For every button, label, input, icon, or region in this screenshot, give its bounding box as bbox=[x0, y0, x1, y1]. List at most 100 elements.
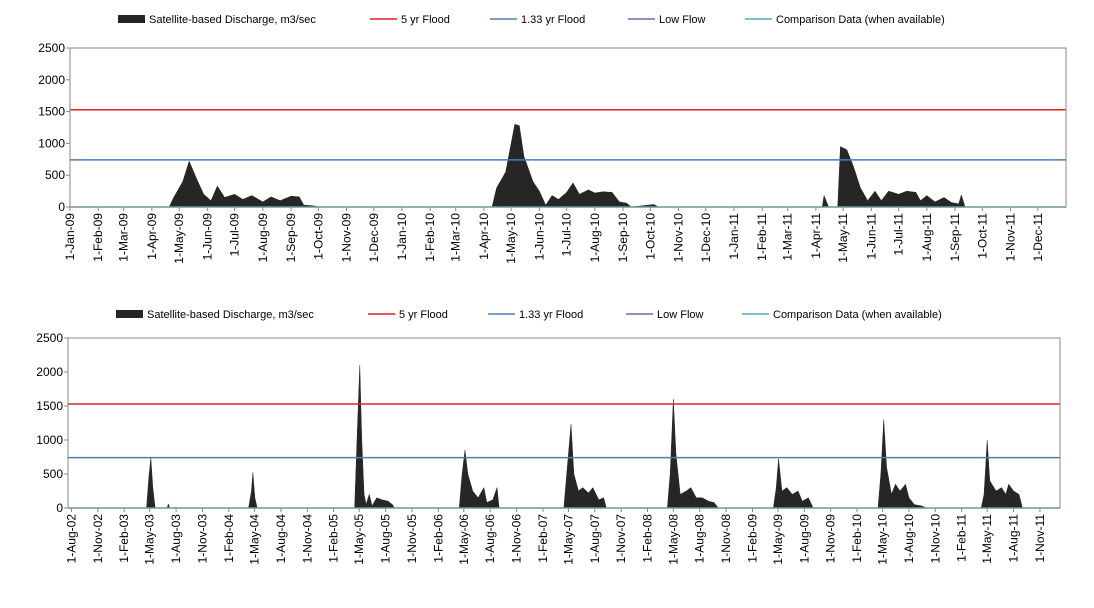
x-tick-label: 1-Aug-10 bbox=[588, 213, 602, 263]
x-tick-label: 1-Apr-10 bbox=[477, 213, 491, 260]
legend: Satellite-based Discharge, m3/sec 5 yr Fl… bbox=[118, 14, 945, 26]
x-tick-label: 1-Aug-06 bbox=[483, 514, 497, 564]
legend-label: Low Flow bbox=[657, 309, 704, 321]
x-tick-label: 1-Feb-11 bbox=[755, 213, 769, 261]
x-tick-label: 1-Feb-04 bbox=[222, 514, 236, 563]
legend-label: Comparison Data (when available) bbox=[773, 309, 942, 321]
x-tick-label: 1-Feb-06 bbox=[431, 514, 445, 563]
x-tick-label: 1-Mar-11 bbox=[781, 213, 795, 261]
x-tick-label: 1-Jan-11 bbox=[727, 213, 741, 260]
legend-label: Low Flow bbox=[659, 14, 706, 26]
y-tick-label: 1000 bbox=[36, 433, 63, 447]
x-tick-label: 1-Jan-10 bbox=[395, 213, 409, 261]
x-tick-label: 1-May-04 bbox=[248, 514, 262, 565]
x-tick-label: 1-Jun-09 bbox=[200, 213, 214, 261]
x-tick-label: 1-Sep-11 bbox=[948, 213, 962, 262]
x-tick-label: 1-Aug-03 bbox=[169, 514, 183, 564]
x-tick-label: 1-May-10 bbox=[876, 514, 890, 565]
x-tick-label: 1-Aug-05 bbox=[379, 514, 393, 564]
legend-label: 1.33 yr Flood bbox=[519, 309, 583, 321]
chart: Satellite-based Discharge, m3/sec 5 yr Fl… bbox=[38, 14, 1067, 264]
plot-frame bbox=[69, 47, 1067, 208]
y-tick-label: 2500 bbox=[38, 41, 65, 55]
x-tick-label: 1-Nov-11 bbox=[1004, 213, 1018, 262]
y-tick-label: 2000 bbox=[38, 73, 65, 87]
y-tick-label: 1500 bbox=[36, 399, 63, 413]
legend-label: 5 yr Flood bbox=[399, 309, 448, 321]
x-tick-label: 1-May-09 bbox=[172, 213, 186, 264]
x-tick-label: 1-May-06 bbox=[457, 514, 471, 565]
x-tick-label: 1-Feb-11 bbox=[955, 514, 969, 562]
x-tick-label: 1-Feb-05 bbox=[327, 514, 341, 563]
x-tick-label: 1-Nov-10 bbox=[928, 514, 942, 564]
x-tick-label: 1-Oct-10 bbox=[643, 213, 657, 260]
x-tick-label: 1-May-11 bbox=[980, 514, 994, 564]
x-tick-label: 1-Nov-11 bbox=[1033, 514, 1047, 563]
x-tick-label: 1-Nov-02 bbox=[91, 514, 105, 564]
discharge-area bbox=[71, 365, 1058, 509]
x-tick-label: 1-Aug-11 bbox=[920, 213, 934, 262]
x-tick-label: 1-Sep-10 bbox=[616, 213, 630, 263]
discharge-area bbox=[70, 124, 1066, 208]
legend-label: 1.33 yr Flood bbox=[521, 14, 585, 26]
legend-label: Satellite-based Discharge, m3/sec bbox=[147, 309, 314, 321]
x-tick-label: 1-Nov-04 bbox=[300, 514, 314, 564]
x-tick-label: 1-Nov-03 bbox=[195, 514, 209, 564]
x-tick-label: 1-Aug-09 bbox=[256, 213, 270, 263]
x-tick-label: 1-Feb-10 bbox=[850, 514, 864, 563]
x-tick-label: 1-Feb-10 bbox=[423, 213, 437, 262]
x-tick-label: 1-Apr-11 bbox=[809, 213, 823, 259]
x-tick-label: 1-Aug-08 bbox=[693, 514, 707, 564]
x-tick-label: 1-Feb-07 bbox=[536, 514, 550, 563]
x-tick-label: 1-Jun-11 bbox=[864, 213, 878, 260]
y-tick-label: 1000 bbox=[38, 136, 65, 150]
x-tick-label: 1-Aug-11 bbox=[1007, 514, 1021, 563]
x-tick-label: 1-Oct-09 bbox=[311, 213, 325, 260]
x-tick-label: 1-Dec-10 bbox=[699, 213, 713, 263]
y-tick-label: 2000 bbox=[36, 365, 63, 379]
legend-swatch bbox=[118, 15, 145, 23]
legend-label: Satellite-based Discharge, m3/sec bbox=[149, 14, 316, 26]
x-tick-label: 1-Feb-09 bbox=[745, 514, 759, 563]
x-tick-label: 1-May-03 bbox=[143, 514, 157, 565]
x-tick-label: 1-Oct-11 bbox=[975, 213, 989, 259]
x-tick-label: 1-May-05 bbox=[352, 514, 366, 565]
x-tick-label: 1-Jun-10 bbox=[532, 213, 546, 261]
x-tick-label: 1-Aug-10 bbox=[902, 514, 916, 564]
x-tick-label: 1-Nov-09 bbox=[340, 213, 354, 263]
x-tick-label: 1-Nov-06 bbox=[510, 514, 524, 564]
x-tick-label: 1-Nov-08 bbox=[719, 514, 733, 564]
x-tick-label: 1-Nov-10 bbox=[672, 213, 686, 263]
x-tick-label: 1-Aug-04 bbox=[274, 514, 288, 564]
plot-frame bbox=[67, 337, 1061, 509]
legend-swatch bbox=[116, 310, 143, 318]
x-tick-label: 1-Nov-07 bbox=[614, 514, 628, 564]
legend-label: 5 yr Flood bbox=[401, 14, 450, 26]
x-tick-label: 1-May-11 bbox=[836, 213, 850, 263]
x-tick-label: 1-May-07 bbox=[561, 514, 575, 565]
x-tick-label: 1-Feb-08 bbox=[641, 514, 655, 563]
x-tick-label: 1-Aug-09 bbox=[797, 514, 811, 564]
y-tick-label: 500 bbox=[43, 467, 63, 481]
y-tick-label: 2500 bbox=[36, 331, 63, 345]
x-tick-label: 1-Sep-09 bbox=[284, 213, 298, 263]
x-tick-label: 1-Apr-09 bbox=[145, 213, 159, 260]
legend: Satellite-based Discharge, m3/sec 5 yr Fl… bbox=[116, 309, 942, 321]
x-tick-label: 1-Dec-11 bbox=[1031, 213, 1045, 262]
x-tick-label: 1-Jan-09 bbox=[63, 213, 77, 261]
x-tick-label: 1-Nov-09 bbox=[824, 514, 838, 564]
x-tick-label: 1-Mar-10 bbox=[449, 213, 463, 262]
x-tick-label: 1-Jul-09 bbox=[228, 213, 242, 257]
x-tick-label: 1-Nov-05 bbox=[405, 514, 419, 564]
x-tick-label: 1-Feb-09 bbox=[91, 213, 105, 262]
x-tick-label: 1-May-10 bbox=[504, 213, 518, 264]
chart: Satellite-based Discharge, m3/sec 5 yr Fl… bbox=[36, 309, 1061, 565]
x-tick-label: 1-May-08 bbox=[666, 514, 680, 565]
x-tick-label: 1-Jul-11 bbox=[892, 213, 906, 256]
x-tick-label: 1-May-09 bbox=[771, 514, 785, 565]
x-tick-label: 1-Dec-09 bbox=[367, 213, 381, 263]
y-tick-label: 500 bbox=[45, 168, 65, 182]
legend-label: Comparison Data (when available) bbox=[776, 14, 945, 26]
y-tick-label: 1500 bbox=[38, 105, 65, 119]
